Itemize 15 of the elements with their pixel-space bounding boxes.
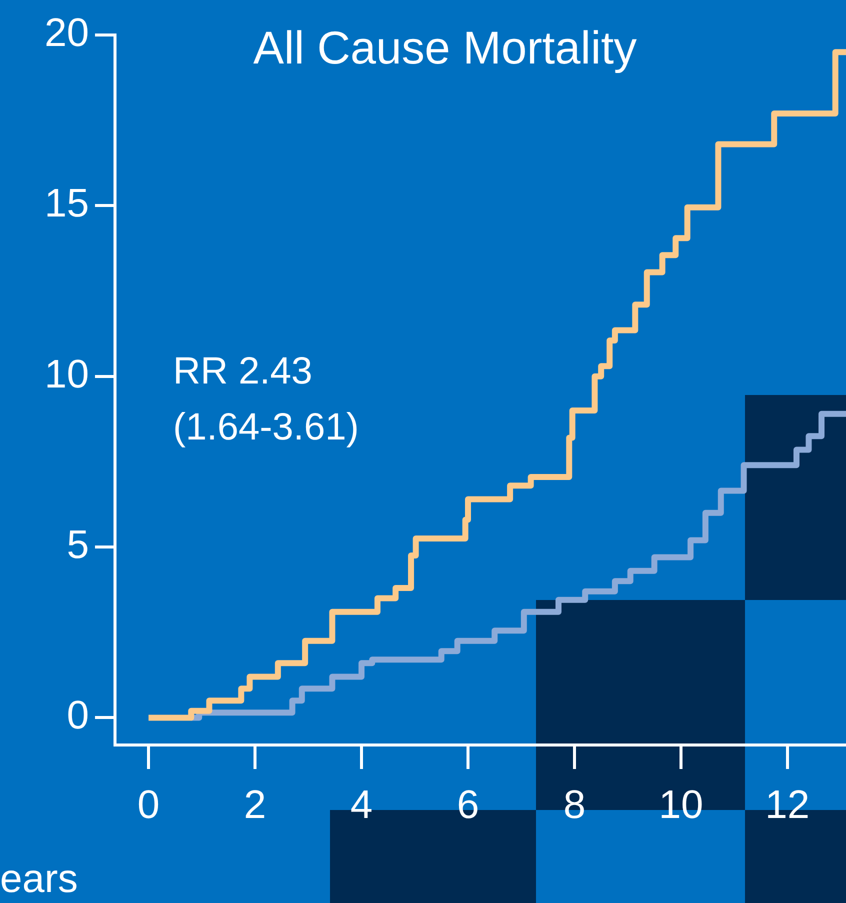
x-tick-label: 4 [350, 783, 373, 828]
x-tick-label: 8 [563, 783, 586, 828]
y-tick-label: 15 [44, 182, 89, 226]
y-tick-label: 5 [66, 523, 89, 568]
x-tick-label: 0 [137, 783, 160, 828]
x-tick-label: 2 [244, 783, 266, 828]
x-axis-title: ears [0, 857, 78, 902]
y-tick-label: 10 [44, 352, 89, 396]
x-tick-label: 6 [456, 783, 480, 828]
x-tick-label: 10 [658, 783, 704, 828]
y-tick-label: 20 [44, 11, 89, 56]
annotation: RR 2.43 (1.64-3.61) [173, 350, 359, 448]
x-tick-label: 12 [765, 783, 810, 828]
chart-title: All Cause Mortality [253, 22, 637, 74]
y-tick-label: 0 [66, 694, 89, 738]
